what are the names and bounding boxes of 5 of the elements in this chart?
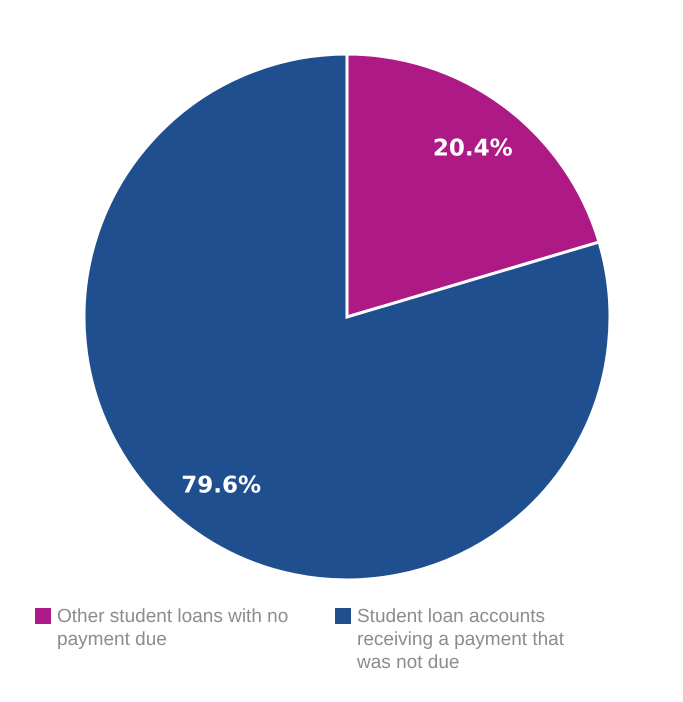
data-label: 20.4% <box>432 135 513 162</box>
pie-slice <box>82 52 612 581</box>
legend-label: Student loan accounts receiving a payment that was not due <box>357 605 566 674</box>
data-label: 79.6% <box>181 472 262 499</box>
legend-label: Other student loans with no payment due <box>57 605 290 651</box>
